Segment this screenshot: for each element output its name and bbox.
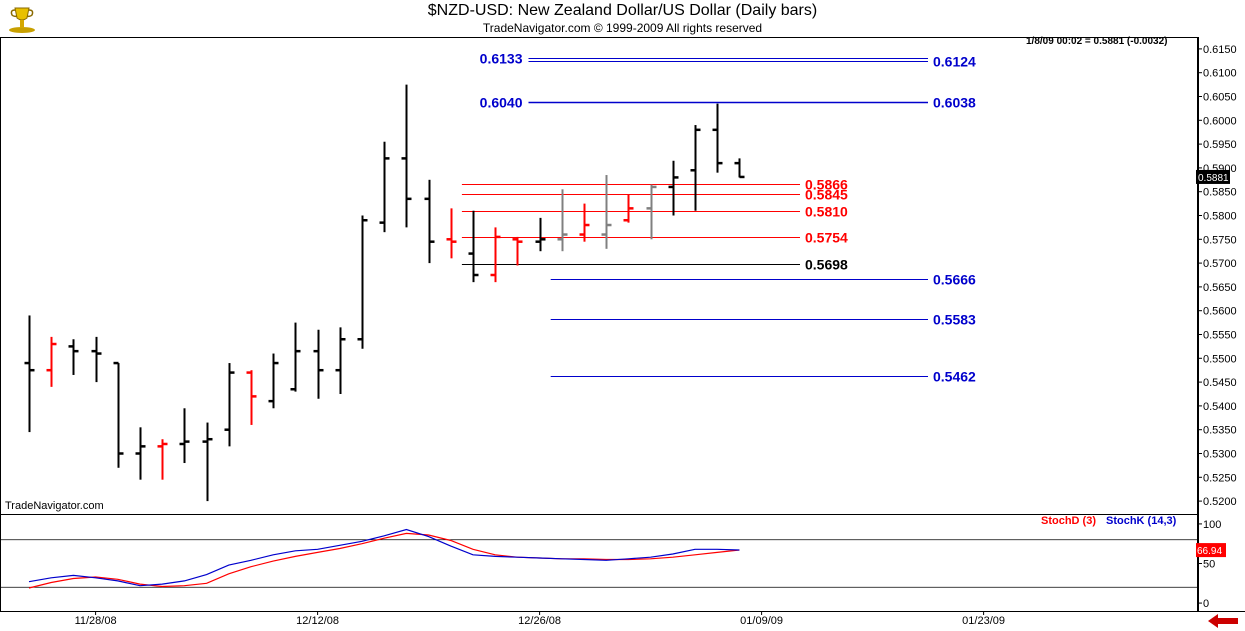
- y-tick-label: 0.5800: [1203, 211, 1237, 223]
- price-level-right-label: 0.5810: [805, 204, 848, 220]
- price-level-right-label: 0.6124: [933, 54, 976, 70]
- chart-subtitle: TradeNavigator.com © 1999-2009 All right…: [482, 21, 763, 35]
- stoch-y-tick-label: 50: [1203, 559, 1215, 571]
- y-tick-label: 0.5200: [1203, 496, 1237, 508]
- y-tick-label: 0.6150: [1203, 44, 1237, 56]
- last-price-tag-label: 0.5881: [1198, 173, 1229, 184]
- y-tick-label: 0.5950: [1203, 139, 1237, 151]
- y-tick-label: 0.6050: [1203, 92, 1237, 104]
- y-tick-label: 0.5300: [1203, 449, 1237, 461]
- y-tick-label: 0.5250: [1203, 472, 1237, 484]
- y-tick-label: 0.5650: [1203, 282, 1237, 294]
- y-tick-label: 0.5600: [1203, 306, 1237, 318]
- trophy-logo-icon[interactable]: [6, 4, 38, 34]
- y-tick-label: 0.5850: [1203, 187, 1237, 199]
- stoch-y-tick-label: 0: [1203, 598, 1209, 610]
- y-tick-label: 0.5500: [1203, 353, 1237, 365]
- x-tick-label: 12/26/08: [518, 615, 561, 627]
- stoch-d-line: [28, 532, 740, 589]
- price-level-right-label: 0.5698: [805, 257, 848, 273]
- brand-label: TradeNavigator.com: [5, 500, 104, 512]
- y-tick-label: 0.5450: [1203, 377, 1237, 389]
- stoch-y-tick-label: 100: [1203, 519, 1221, 531]
- x-tick-label: 01/23/09: [962, 615, 1005, 627]
- price-level-right-label: 0.5845: [805, 187, 848, 203]
- x-tick-label: 01/09/09: [740, 615, 783, 627]
- price-level-right-label: 0.5583: [933, 312, 976, 328]
- chart-title: $NZD-USD: New Zealand Dollar/US Dollar (…: [427, 2, 818, 19]
- price-level-right-label: 0.6038: [933, 95, 976, 111]
- y-tick-label: 0.5350: [1203, 425, 1237, 437]
- price-level-right-label: 0.5754: [805, 230, 848, 246]
- y-tick-label: 0.6100: [1203, 68, 1237, 80]
- legend-stoch-d: StochD (3): [1041, 515, 1096, 527]
- price-level-right-label: 0.5462: [933, 369, 976, 385]
- legend-stoch-k: StochK (14,3): [1106, 515, 1177, 527]
- stoch-k-line: [28, 528, 740, 587]
- y-tick-label: 0.5400: [1203, 401, 1237, 413]
- scroll-right-arrow-icon[interactable]: [1208, 614, 1238, 628]
- last-price-tag: [1196, 169, 1230, 184]
- x-tick-label: 11/28/08: [75, 615, 117, 627]
- price-level-left-label: 0.6040: [480, 95, 523, 111]
- stoch-value-tag-label: 66.94: [1197, 546, 1222, 557]
- price-level-right-label: 0.5866: [805, 177, 848, 193]
- price-level-right-label: 0.5666: [933, 272, 976, 288]
- stoch-value-tag: [1196, 543, 1226, 558]
- plot-border: [0, 37, 1198, 612]
- y-tick-label: 0.5550: [1203, 330, 1237, 342]
- last-quote: 1/8/09 00:02 = 0.5881 (-0.0032): [1026, 36, 1168, 47]
- price-level-left-label: 0.6133: [480, 51, 523, 67]
- x-tick-label: 12/12/08: [296, 615, 339, 627]
- y-tick-label: 0.6000: [1203, 115, 1237, 127]
- y-tick-label: 0.5750: [1203, 234, 1237, 246]
- y-tick-label: 0.5700: [1203, 258, 1237, 270]
